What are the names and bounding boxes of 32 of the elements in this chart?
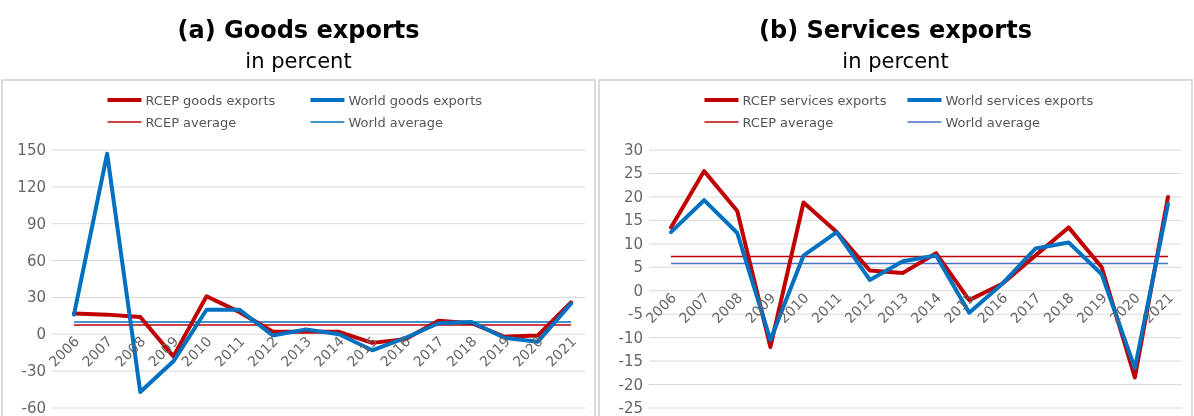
chart-title: (b) Services exports xyxy=(759,16,1032,44)
y-tick-label: 120 xyxy=(17,177,46,196)
y-tick-label: 30 xyxy=(26,288,46,307)
y-tick-label: -20 xyxy=(618,375,643,394)
legend-label: RCEP goods exports xyxy=(145,92,276,108)
y-tick-label: -5 xyxy=(628,305,643,324)
y-tick-label: 60 xyxy=(26,251,46,270)
y-tick-label: -60 xyxy=(21,399,46,416)
legend-label: RCEP average xyxy=(742,114,834,130)
y-tick-label: 5 xyxy=(633,258,643,277)
y-tick-label: 15 xyxy=(623,211,643,230)
y-tick-label: 10 xyxy=(623,234,643,253)
legend-label: World services exports xyxy=(945,92,1094,108)
y-tick-label: 20 xyxy=(623,187,643,206)
y-tick-label: 0 xyxy=(633,281,643,300)
legend-label: World average xyxy=(348,114,444,130)
y-tick-label: -25 xyxy=(618,399,643,416)
y-tick-label: 30 xyxy=(623,141,643,159)
legend-label: RCEP average xyxy=(145,114,237,130)
y-tick-label: 90 xyxy=(26,214,46,233)
chart-subtitle: in percent xyxy=(842,49,949,73)
y-tick-label: 0 xyxy=(36,325,46,344)
y-tick-label: -10 xyxy=(618,328,643,347)
legend-label: World goods exports xyxy=(348,92,483,108)
chart-title: (a) Goods exports xyxy=(177,16,420,44)
legend-label: RCEP services exports xyxy=(742,92,887,108)
y-tick-label: 25 xyxy=(623,164,643,183)
y-tick-label: -30 xyxy=(21,362,46,381)
y-tick-label: -15 xyxy=(618,352,643,371)
legend-label: World average xyxy=(945,114,1041,130)
chart-subtitle: in percent xyxy=(245,49,352,73)
y-tick-label: 150 xyxy=(17,141,46,159)
